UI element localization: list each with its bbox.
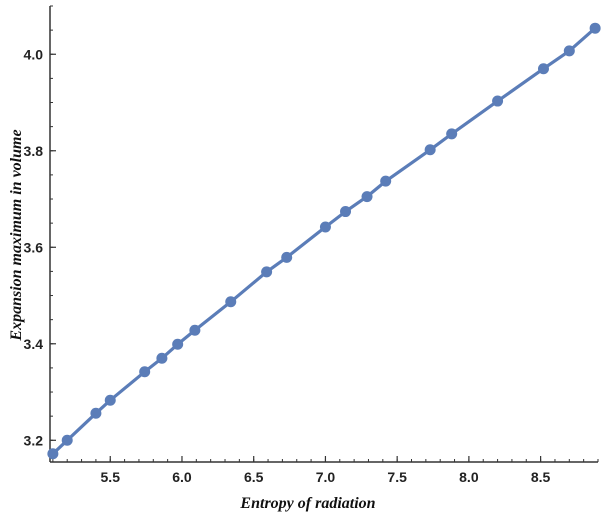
data-point [225, 296, 237, 308]
data-point [281, 251, 293, 263]
data-point [319, 221, 331, 233]
data-point [563, 45, 575, 57]
y-axis-title: Expansion maximum in volume [8, 129, 25, 341]
x-tick-label: 6.0 [172, 469, 192, 485]
series-line [51, 26, 597, 456]
x-tick-label: 7.0 [316, 469, 336, 485]
data-point [61, 434, 73, 446]
x-tick-label: 5.5 [101, 469, 121, 485]
data-point [537, 63, 549, 75]
x-tick-label: 7.5 [387, 469, 407, 485]
x-tick-label: 8.0 [459, 469, 479, 485]
data-point [261, 266, 273, 278]
data-point [90, 407, 102, 419]
data-series [47, 22, 601, 460]
data-point [380, 175, 392, 187]
y-tick-label: 4.0 [24, 46, 44, 62]
axes: 3.2 3.4 3.6 3.8 4.0 5.5 6.0 6.5 7.0 7.5 8.0 8.5 [24, 5, 599, 485]
x-tick-label: 8.5 [531, 469, 551, 485]
data-point [104, 394, 116, 406]
data-point [340, 206, 352, 218]
data-point [424, 144, 436, 156]
data-point [47, 448, 59, 460]
y-tick-label: 3.8 [24, 143, 44, 159]
data-point [361, 191, 373, 203]
x-tick-label: 6.5 [244, 469, 264, 485]
data-point [189, 324, 201, 336]
y-tick-label: 3.6 [24, 239, 44, 255]
data-point [446, 128, 458, 140]
data-point [156, 352, 168, 364]
x-axis-title: Entropy of radiation [239, 495, 375, 512]
y-tick-label: 3.2 [24, 432, 44, 448]
data-point [492, 95, 504, 107]
data-point [172, 338, 184, 350]
y-tick-label: 3.4 [24, 336, 44, 352]
data-point [139, 366, 151, 378]
data-point [589, 22, 601, 34]
